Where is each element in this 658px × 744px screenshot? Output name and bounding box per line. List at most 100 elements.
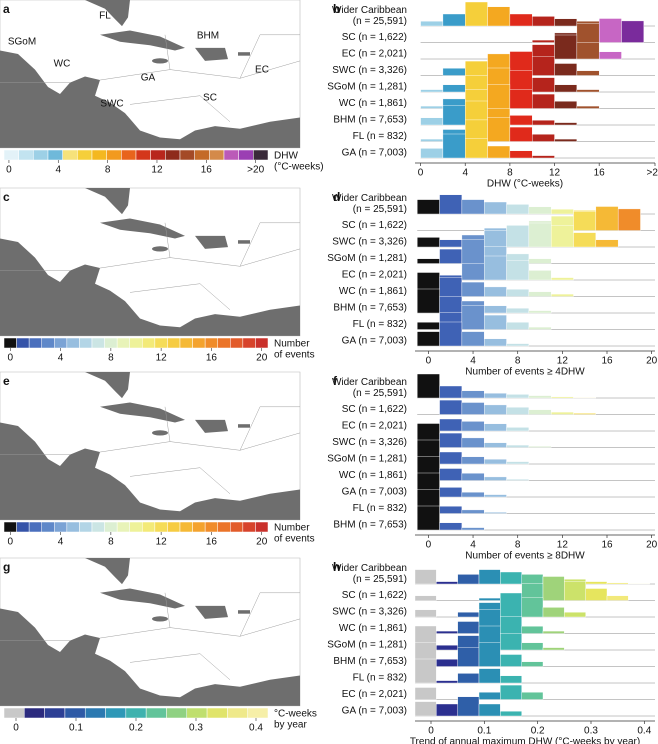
- colorbar-swatch: [28, 521, 42, 533]
- histogram-bar: [521, 692, 544, 700]
- histogram-bar: [506, 289, 530, 297]
- colorbar-swatch: [54, 337, 68, 349]
- x-tick-label: 20: [646, 356, 658, 367]
- region-label: EC: [255, 65, 269, 76]
- histogram-bar: [585, 588, 608, 601]
- histogram-bar: [506, 308, 530, 314]
- histogram-bar: [528, 270, 552, 281]
- histogram-bar: [442, 84, 466, 93]
- colorbar-swatch: [204, 337, 218, 349]
- x-axis-label: DHW (°C-weeks): [487, 179, 563, 190]
- histogram-bar: [506, 343, 530, 347]
- colorbar-swatch: [238, 149, 254, 161]
- histogram-bar: [457, 612, 480, 618]
- histogram-bar: [554, 84, 578, 93]
- x-axis-label: Trend of annual maximum DHW (°C-weeks by…: [410, 737, 640, 744]
- histogram-bar: [542, 607, 565, 618]
- histogram-bar: [417, 258, 440, 264]
- histogram-bar: [500, 633, 522, 651]
- histogram-bar: [506, 322, 530, 330]
- region-label: SC: [203, 93, 217, 104]
- histogram-bar: [439, 194, 463, 215]
- x-tick-label: 0: [428, 726, 434, 737]
- histogram-bar: [532, 77, 555, 93]
- x-tick-label: 12: [557, 356, 569, 367]
- histogram-bar: [542, 647, 565, 651]
- colorbar-swatch: [104, 337, 118, 349]
- histogram-bar: [436, 659, 458, 667]
- colorbar-tick-label: 4: [58, 537, 64, 548]
- histogram-bar: [506, 260, 530, 281]
- row-label: Wider Caribbean (n = 25,591): [332, 377, 407, 399]
- histogram-bar: [436, 703, 458, 717]
- colorbar-swatch: [129, 337, 143, 349]
- colorbar-swatch: [91, 149, 107, 161]
- histogram-bar: [478, 692, 501, 700]
- histogram-bar: [500, 675, 522, 684]
- histogram-bar: [461, 239, 485, 264]
- colorbar-swatch: [179, 149, 195, 161]
- histogram-bar: [478, 642, 501, 667]
- histogram-bar: [576, 42, 600, 60]
- histogram-bar: [542, 576, 565, 601]
- x-tick-label: 8: [515, 540, 521, 551]
- histogram-bar: [484, 305, 507, 314]
- histogram-bar: [461, 456, 485, 465]
- colorbar-swatch: [24, 707, 45, 719]
- colorbar-swatch: [255, 337, 269, 349]
- histogram-bar: [484, 459, 507, 465]
- colorbar-swatch: [79, 337, 93, 349]
- histogram-bar: [484, 442, 507, 448]
- histogram-bar: [509, 126, 533, 142]
- histogram-bar: [500, 592, 522, 618]
- row-label: SGoM (n = 1,281): [327, 82, 407, 93]
- x-tick-label: 8: [515, 356, 521, 367]
- histogram-bar: [457, 647, 480, 667]
- colorbar-swatch: [154, 521, 168, 533]
- colorbar-swatch: [217, 521, 231, 533]
- histogram-bar: [506, 394, 530, 399]
- histogram-bar: [484, 286, 507, 297]
- row-label: WC (n = 1,861): [339, 286, 407, 297]
- histogram-bar: [598, 18, 622, 43]
- colorbar-swatch: [77, 149, 93, 161]
- row-label: BHM (n = 7,653): [333, 115, 407, 126]
- panel-letter: d: [333, 190, 340, 204]
- colorbar-swatch: [44, 707, 66, 719]
- colorbar-tick-label: 20: [256, 537, 268, 548]
- colorbar-tick-label: 4: [55, 165, 61, 176]
- histogram-bar: [478, 569, 501, 585]
- row-label: SWC (n = 3,326): [332, 65, 407, 76]
- colorbar-label: °C-weeks: [274, 709, 317, 720]
- row-label: Wider Caribbean (n = 25,591): [332, 563, 407, 585]
- histogram-bar: [439, 487, 463, 498]
- histogram-bar: [506, 427, 530, 432]
- histogram-bar: [564, 581, 586, 601]
- colorbar-swatch: [204, 521, 218, 533]
- histogram-bar: [528, 446, 552, 448]
- histogram-bar: [576, 105, 600, 109]
- colorbar-swatch: [247, 707, 269, 719]
- colorbar-tick-label: 8: [108, 537, 114, 548]
- histogram-bar: [436, 581, 458, 585]
- histogram-bar: [457, 574, 480, 585]
- histogram-bar: [457, 673, 480, 684]
- histogram-bar: [550, 225, 574, 248]
- colorbar-swatch: [242, 521, 256, 533]
- histogram-bar: [420, 138, 444, 142]
- histogram-bar: [417, 505, 440, 531]
- histogram-bar: [420, 148, 444, 159]
- histogram-bar: [506, 204, 530, 215]
- histogram-bar: [487, 6, 511, 27]
- histogram-bar: [506, 461, 530, 465]
- row-label: SWC (n = 3,326): [332, 437, 407, 448]
- histogram-bar: [521, 574, 544, 585]
- colorbar-swatch: [64, 707, 86, 719]
- region-label: BHM: [197, 31, 219, 42]
- histogram-bar: [506, 407, 530, 415]
- row-label: SGoM (n = 1,281): [327, 640, 407, 651]
- colorbar-label: Number: [274, 339, 310, 350]
- x-tick-label: 0.3: [584, 726, 598, 737]
- colorbar-tick-label: 0.4: [249, 723, 263, 734]
